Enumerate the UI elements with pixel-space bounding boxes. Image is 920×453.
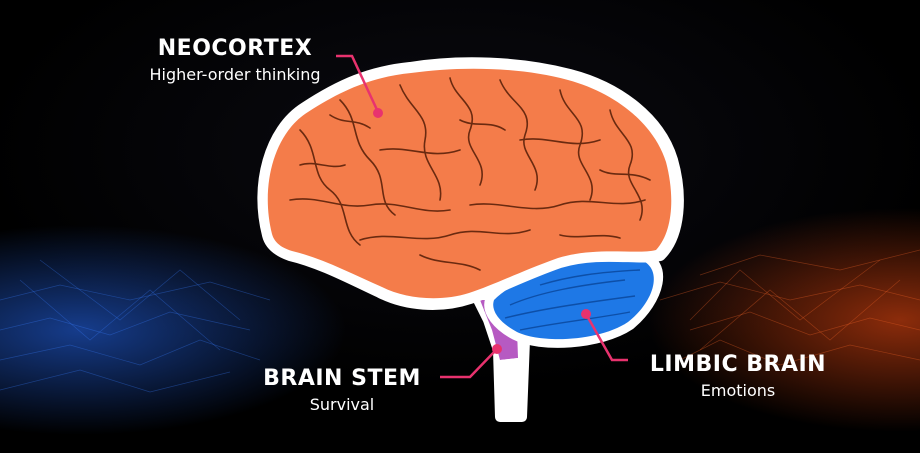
neocortex-region — [267, 68, 672, 299]
limbic-brain-label: LIMBIC BRAIN Emotions — [628, 352, 848, 400]
brain-stem-subtitle: Survival — [309, 395, 375, 414]
brain-stem-lower — [500, 358, 518, 412]
pointer-brain-stem — [440, 344, 502, 379]
limbic-brain-title: LIMBIC BRAIN — [649, 352, 827, 377]
brain-stem-label: BRAIN STEM Survival — [242, 366, 442, 414]
network-lines-left — [0, 259, 271, 393]
neocortex-subtitle: Higher-order thinking — [149, 65, 321, 84]
neocortex-folds — [289, 77, 651, 271]
network-lines-right — [659, 249, 920, 366]
neocortex-title: NEOCORTEX — [157, 36, 313, 61]
pointer-limbic — [581, 309, 628, 362]
limbic-folds — [504, 269, 641, 331]
brain-stem-title: BRAIN STEM — [263, 366, 421, 391]
limbic-brain-subtitle: Emotions — [700, 381, 776, 400]
neocortex-label: NEOCORTEX Higher-order thinking — [110, 36, 360, 84]
pointer-neocortex — [336, 54, 383, 118]
